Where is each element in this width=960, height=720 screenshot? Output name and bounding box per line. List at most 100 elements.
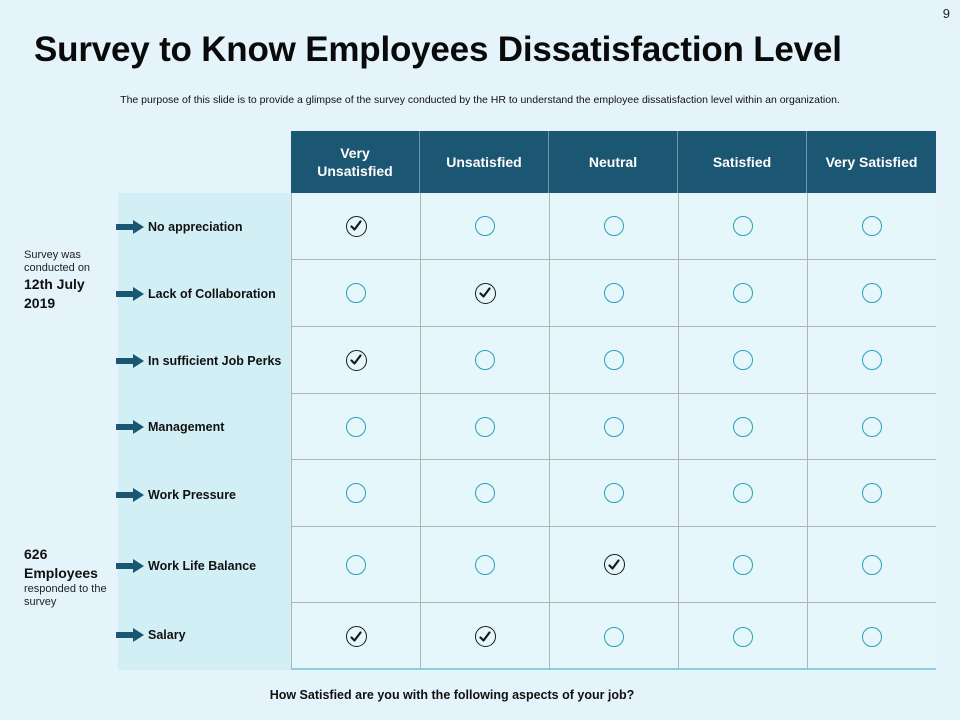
arrow-right-icon [116,487,144,502]
empty-circle-icon[interactable] [862,483,882,503]
survey-date-info: Survey was conducted on 12th July 2019 [24,249,116,313]
table-row [291,527,936,603]
arrow-right-icon [116,219,144,234]
column-header: Neutral [549,131,678,193]
checkmark-circle-icon[interactable] [345,626,367,647]
empty-circle-icon[interactable] [862,626,882,647]
table-row [291,260,936,327]
rating-cell [678,327,807,393]
empty-circle-icon[interactable] [475,483,495,503]
checkmark-circle-icon[interactable] [603,554,625,575]
empty-circle-icon[interactable] [862,283,882,303]
empty-circle-icon[interactable] [733,416,753,437]
row-label: Work Pressure [116,461,292,528]
empty-circle-icon[interactable] [604,483,624,503]
empty-circle-icon[interactable] [862,350,882,370]
row-label-text: Lack of Collaboration [148,286,276,301]
column-header: Satisfied [678,131,807,193]
empty-circle-icon[interactable] [862,554,882,575]
rating-cell [678,603,807,670]
empty-circle-icon[interactable] [346,554,366,575]
empty-circle-icon[interactable] [862,416,882,437]
rating-cell [678,527,807,602]
rating-cell [420,460,549,526]
checkmark-circle-icon[interactable] [345,349,367,371]
rating-cell [678,394,807,459]
empty-circle-icon[interactable] [346,483,366,503]
row-label: Work Life Balance [116,528,292,604]
employees-caption: responded to the survey [24,583,107,608]
empty-circle-icon[interactable] [604,283,624,303]
empty-circle-icon[interactable] [733,216,753,236]
empty-circle-icon[interactable] [604,626,624,647]
empty-circle-icon[interactable] [346,283,366,303]
rating-cell [807,193,936,259]
row-label: Lack of Collaboration [116,260,292,327]
table-row [291,327,936,394]
rating-cell [807,603,936,670]
empty-circle-icon[interactable] [604,216,624,236]
row-label: No appreciation [116,193,292,260]
rating-cell [291,260,420,326]
row-label-text: Management [148,420,225,434]
rating-cell [678,260,807,326]
empty-circle-icon[interactable] [475,416,495,437]
rating-cell [807,527,936,602]
rating-cell [291,603,420,670]
column-header: Unsatisfied [420,131,549,193]
empty-circle-icon[interactable] [475,350,495,370]
rating-cell [549,193,678,259]
arrow-right-icon [116,286,144,301]
rating-cell [420,327,549,393]
page-title: Survey to Know Employees Dissatisfaction… [34,30,842,69]
empty-circle-icon[interactable] [733,554,753,575]
rating-cell [420,394,549,459]
rating-cell [807,260,936,326]
table-row [291,394,936,460]
column-header: Very Unsatisfied [291,131,420,193]
arrow-right-icon [116,420,144,434]
survey-date: 12th July 2019 [24,276,85,311]
table-header: Very Unsatisfied Unsatisfied Neutral Satisf… [291,131,936,193]
row-label-text: No appreciation [148,219,243,234]
employees-info: 626 Employees responded to the survey [24,545,116,609]
empty-circle-icon[interactable] [733,626,753,647]
row-label-text: Work Pressure [148,487,237,502]
rating-cell [549,460,678,526]
rating-cell [291,394,420,459]
rating-cell [549,603,678,670]
checkmark-circle-icon[interactable] [474,282,496,304]
rating-cell [291,327,420,393]
row-label-text: In sufficient Job Perks [148,353,282,368]
page-number: 9 [942,6,950,21]
rating-cell [549,394,678,459]
survey-intro-text: Survey was conducted on [24,249,91,274]
empty-circle-icon[interactable] [346,416,366,437]
survey-grid [291,193,936,670]
rating-cell [807,327,936,393]
empty-circle-icon[interactable] [733,283,753,303]
row-label: Salary [116,601,292,668]
row-label: In sufficient Job Perks [116,327,292,394]
empty-circle-icon[interactable] [475,554,495,575]
row-label-panel [118,193,292,670]
rating-cell [807,460,936,526]
empty-circle-icon[interactable] [862,216,882,236]
empty-circle-icon[interactable] [604,350,624,370]
row-label-text: Salary [148,627,186,642]
empty-circle-icon[interactable] [733,483,753,503]
rating-cell [678,193,807,259]
table-row [291,460,936,527]
rating-cell [549,527,678,602]
table-row [291,193,936,260]
checkmark-circle-icon[interactable] [345,215,367,237]
checkmark-circle-icon[interactable] [474,626,496,647]
empty-circle-icon[interactable] [604,416,624,437]
rating-cell [420,260,549,326]
table-row [291,603,936,670]
empty-circle-icon[interactable] [733,350,753,370]
rating-cell [420,527,549,602]
empty-circle-icon[interactable] [475,216,495,236]
rating-cell [678,460,807,526]
rating-cell [549,260,678,326]
